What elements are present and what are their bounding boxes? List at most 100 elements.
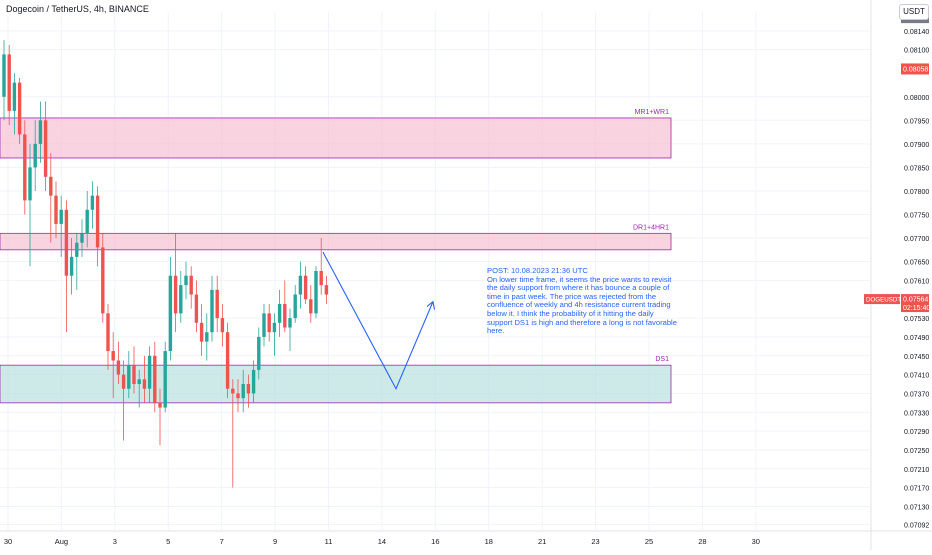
candle-body bbox=[179, 285, 183, 314]
candle-body bbox=[116, 360, 121, 375]
candle-body bbox=[257, 336, 261, 370]
candle-body bbox=[236, 393, 240, 399]
candle-body bbox=[158, 402, 162, 408]
zone-box bbox=[0, 117, 672, 159]
candle-body bbox=[111, 351, 115, 361]
chart-title: Dogecoin / TetherUS, 4h, BINANCE bbox=[6, 4, 149, 14]
zone-label: DR1+4HR1 bbox=[633, 224, 669, 231]
candle-body bbox=[199, 322, 204, 342]
candle-body bbox=[303, 275, 308, 300]
candle-body bbox=[267, 313, 271, 333]
x-tick-label: 3 bbox=[113, 537, 117, 546]
candle-body bbox=[205, 332, 209, 342]
y-tick-label: 0.08000 bbox=[904, 95, 929, 102]
countdown-tag-label: 02:15:40 bbox=[903, 305, 930, 312]
candle-body bbox=[225, 332, 230, 389]
candle-body bbox=[75, 242, 79, 257]
candle-body bbox=[251, 369, 256, 394]
y-tick-label: 0.07900 bbox=[904, 142, 929, 149]
candle-body bbox=[106, 313, 110, 352]
candle-body bbox=[298, 275, 303, 295]
candle-body bbox=[12, 82, 17, 111]
candle-body bbox=[210, 289, 214, 333]
candle-body bbox=[101, 247, 105, 314]
candle-body bbox=[59, 209, 63, 224]
candle-body bbox=[272, 322, 277, 333]
candle-body bbox=[194, 294, 199, 323]
x-tick-label: 21 bbox=[538, 537, 546, 546]
candle-body bbox=[69, 256, 74, 276]
y-tick-label: 0.07850 bbox=[904, 165, 929, 172]
y-tick-label: 0.07650 bbox=[904, 260, 929, 267]
currency-button[interactable]: USDT bbox=[899, 4, 929, 20]
y-tick-label: 0.07610 bbox=[904, 278, 929, 285]
x-tick-label: 18 bbox=[485, 537, 493, 546]
price-tag bbox=[901, 63, 929, 75]
y-tick-label: 0.07700 bbox=[904, 236, 929, 243]
projection-path bbox=[322, 251, 434, 391]
candle-body bbox=[33, 143, 37, 168]
symbol-tag bbox=[864, 294, 900, 305]
candle-body bbox=[137, 379, 141, 385]
symbol-tag-label: DOGEUSDT bbox=[866, 296, 901, 303]
candle-body bbox=[283, 303, 287, 328]
x-tick-label: 25 bbox=[645, 537, 653, 546]
x-tick-label: 23 bbox=[591, 537, 599, 546]
candle-body bbox=[132, 365, 136, 385]
candle-body bbox=[324, 285, 329, 295]
candle-body bbox=[49, 176, 53, 196]
last-price-tag-label: 0.07564 bbox=[903, 296, 928, 303]
candle-body bbox=[231, 388, 235, 394]
candle-body bbox=[215, 289, 219, 319]
x-tick-label: Aug bbox=[55, 537, 68, 546]
candle-body bbox=[90, 195, 95, 210]
price-tag-label: 0.08058 bbox=[903, 66, 928, 73]
x-tick-label: 28 bbox=[698, 537, 706, 546]
x-tick-label: 11 bbox=[325, 537, 333, 546]
candle-body bbox=[168, 275, 173, 352]
candle-body bbox=[220, 318, 225, 333]
candle-body bbox=[80, 233, 84, 243]
candle-body bbox=[262, 313, 266, 337]
candle-body bbox=[309, 299, 313, 314]
candle-body bbox=[288, 318, 292, 328]
x-tick-label: 30 bbox=[4, 537, 12, 546]
candle-body bbox=[2, 54, 6, 97]
candle-body bbox=[163, 351, 167, 408]
y-tick-label: 0.07490 bbox=[904, 335, 929, 342]
candle-body bbox=[293, 294, 297, 319]
zone-box bbox=[0, 232, 672, 251]
candle-body bbox=[142, 379, 147, 389]
annotation-text[interactable]: POST: 10.08.2023 21:36 UTC On lower time… bbox=[487, 266, 677, 336]
x-tick-label: 9 bbox=[273, 537, 277, 546]
zone-label: MR1+WR1 bbox=[635, 109, 670, 116]
y-tick-label: 0.07170 bbox=[904, 486, 929, 493]
candle-body bbox=[54, 195, 58, 224]
last-price-tag bbox=[901, 294, 929, 313]
y-tick-label: 0.07290 bbox=[904, 429, 929, 436]
candle-body bbox=[7, 54, 11, 111]
candle-body bbox=[153, 355, 157, 403]
candle-body bbox=[64, 209, 69, 276]
candle-body bbox=[43, 120, 48, 177]
candle-body bbox=[314, 271, 318, 314]
candle-body bbox=[189, 275, 193, 295]
x-tick-label: 14 bbox=[378, 537, 386, 546]
candle-body bbox=[28, 167, 32, 201]
candle-body bbox=[319, 271, 323, 286]
y-tick-label: 0.07250 bbox=[904, 448, 929, 455]
y-tick-label: 0.07370 bbox=[904, 391, 929, 398]
y-tick-label: 0.07210 bbox=[904, 467, 929, 474]
x-tick-label: 30 bbox=[752, 537, 760, 546]
x-tick-label: 16 bbox=[431, 537, 439, 546]
y-tick-label: 0.07950 bbox=[904, 118, 929, 125]
y-tick-label: 0.07800 bbox=[904, 189, 929, 196]
x-tick-label: 5 bbox=[166, 537, 170, 546]
y-tick-label: 0.07092 bbox=[904, 522, 929, 529]
y-tick-label: 0.07530 bbox=[904, 316, 929, 323]
candle-body bbox=[173, 275, 178, 314]
candle-body bbox=[121, 374, 126, 389]
zone-box bbox=[0, 364, 672, 404]
